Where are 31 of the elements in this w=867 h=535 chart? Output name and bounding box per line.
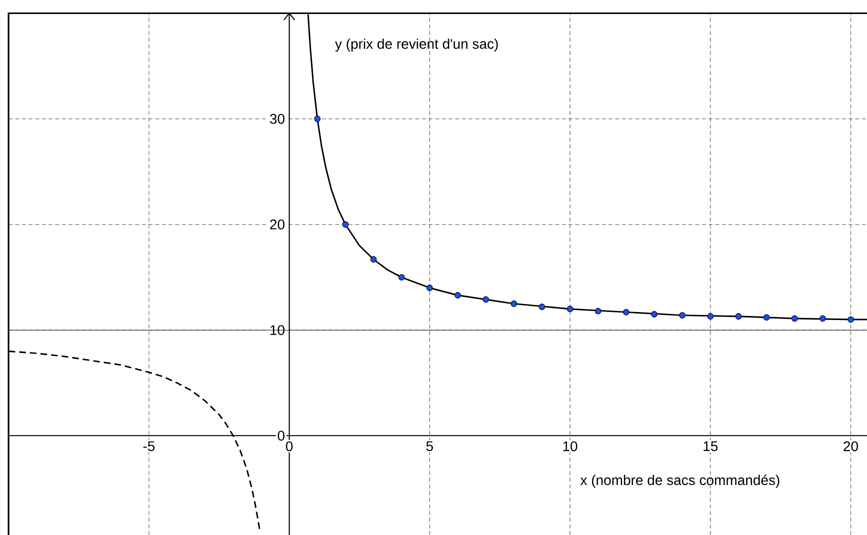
point [510, 300, 518, 307]
point [707, 313, 714, 320]
y-tick-label: 20 [270, 220, 284, 230]
point [622, 308, 630, 316]
point [763, 314, 770, 321]
point [735, 313, 742, 320]
point [454, 292, 461, 298]
x-tick-label: -5 [143, 441, 155, 452]
point [342, 221, 349, 228]
x-tick-label: 5 [426, 441, 433, 452]
point [538, 304, 546, 310]
point [370, 256, 377, 263]
x-tick-label: 0 [286, 441, 293, 452]
x-axis-title: x (nombre de sacs commandés) [580, 474, 780, 488]
point [791, 315, 798, 322]
y-tick-label: 30 [270, 114, 284, 124]
point [819, 315, 826, 322]
y-axis-title: y (prix de revient d'un sac) [335, 38, 498, 52]
point [566, 306, 574, 312]
y-tick-label: 0 [278, 430, 284, 441]
point [482, 296, 489, 303]
point [398, 274, 405, 280]
x-tick-label: 20 [844, 441, 858, 452]
point [594, 308, 602, 314]
point [848, 316, 854, 323]
point [651, 311, 658, 318]
point [426, 284, 433, 292]
x-tick-label: 10 [563, 441, 578, 452]
point [314, 116, 321, 122]
x-tick-label: 15 [704, 441, 718, 452]
point [679, 312, 686, 319]
